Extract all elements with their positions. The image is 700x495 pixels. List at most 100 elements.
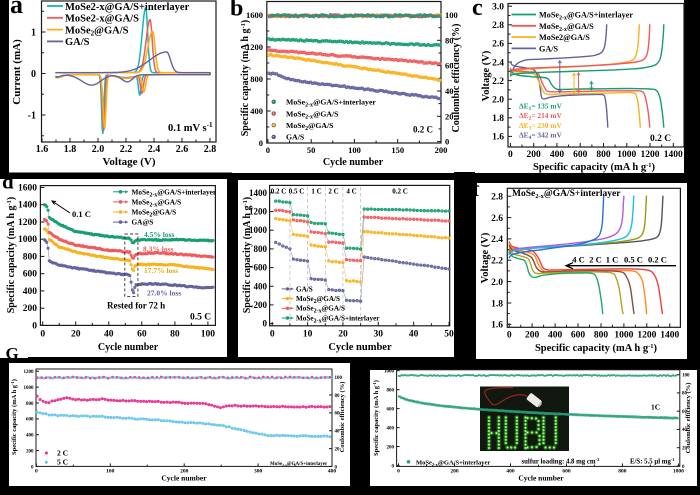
svg-text:400: 400	[506, 469, 515, 475]
svg-text:100: 100	[348, 145, 361, 155]
svg-text:400: 400	[26, 434, 34, 439]
svg-text:600: 600	[254, 263, 268, 273]
svg-text:100: 100	[335, 376, 343, 381]
svg-text:Rested for 72 h: Rested for 72 h	[107, 301, 165, 311]
svg-text:200: 200	[435, 145, 448, 155]
svg-text:Specific capacity (mA h g-1): Specific capacity (mA h g-1)	[372, 380, 380, 456]
svg-text:0: 0	[445, 137, 449, 147]
svg-text:40: 40	[682, 428, 688, 433]
svg-text:MoSe2-x@GA/S+interlayer: MoSe2-x@GA/S+interlayer	[416, 460, 490, 468]
svg-text:1400: 1400	[249, 188, 268, 198]
svg-text:50: 50	[444, 330, 454, 340]
svg-text:MoSe2-x@GA/S: MoSe2-x@GA/S	[132, 198, 182, 209]
svg-text:Specific capacity (mA h g-1): Specific capacity (mA h g-1)	[242, 197, 253, 314]
svg-text:0.1 C: 0.1 C	[72, 209, 91, 219]
svg-text:200: 200	[26, 449, 34, 454]
svg-text:Voltage (V): Voltage (V)	[481, 50, 492, 101]
svg-text:sulfur loading: 4.8 mg cm-2: sulfur loading: 4.8 mg cm-2	[522, 457, 601, 466]
svg-text:0: 0	[31, 69, 36, 80]
svg-text:Specific capacity (mA h g-1): Specific capacity (mA h g-1)	[6, 197, 17, 314]
svg-text:Specific capacity (mA h g-1): Specific capacity (mA h g-1)	[10, 379, 18, 455]
svg-text:Voltage (V): Voltage (V)	[480, 232, 491, 283]
svg-text:600: 600	[387, 407, 395, 412]
svg-text:0: 0	[335, 465, 338, 470]
svg-text:20: 20	[445, 111, 454, 121]
svg-text:4.5% loss: 4.5% loss	[144, 230, 175, 239]
svg-text:1.8: 1.8	[64, 144, 77, 155]
svg-text:80: 80	[170, 330, 180, 340]
svg-text:17.7% loss: 17.7% loss	[144, 266, 178, 275]
svg-text:200: 200	[527, 150, 542, 160]
svg-text:1400: 1400	[660, 331, 679, 341]
svg-text:MoSe2-x@GA/S+interlayer: MoSe2-x@GA/S+interlayer	[270, 462, 328, 467]
svg-text:1400: 1400	[18, 201, 37, 211]
svg-text:Coulombic efficiency (%): Coulombic efficiency (%)	[451, 24, 462, 133]
svg-text:800: 800	[594, 331, 609, 341]
svg-text:2.4: 2.4	[492, 58, 504, 68]
svg-text:1400: 1400	[664, 150, 683, 160]
svg-text:1C: 1C	[651, 403, 660, 412]
svg-text:0: 0	[259, 138, 263, 148]
svg-text:40: 40	[104, 330, 114, 340]
svg-text:Voltage (V): Voltage (V)	[102, 156, 155, 168]
svg-text:600: 600	[26, 418, 34, 423]
svg-text:b: b	[230, 0, 243, 22]
svg-text:Specific capacity (mA h g-1): Specific capacity (mA h g-1)	[533, 162, 656, 173]
svg-text:GA@S: GA@S	[132, 218, 154, 227]
svg-text:Specific capacity (mA h g-1): Specific capacity (mA h g-1)	[535, 343, 658, 354]
svg-text:MoSe2@GA/S: MoSe2@GA/S	[539, 33, 590, 42]
svg-text:1.8: 1.8	[492, 114, 504, 124]
svg-text:200: 200	[180, 469, 189, 475]
svg-text:100: 100	[201, 330, 216, 340]
svg-text:ΔE3= 230 mV: ΔE3= 230 mV	[519, 121, 562, 131]
svg-text:0: 0	[397, 469, 400, 475]
svg-text:MoSe2@GA/S: MoSe2@GA/S	[286, 121, 334, 132]
svg-text:2.8: 2.8	[204, 144, 217, 155]
svg-text:MoSe2-x@GA/S+interlayer: MoSe2-x@GA/S+interlayer	[132, 187, 217, 198]
svg-text:0.5 C: 0.5 C	[190, 313, 211, 323]
svg-text:E/S: 5.5 μl mg-1: E/S: 5.5 μl mg-1	[630, 457, 675, 466]
svg-text:0: 0	[266, 145, 270, 155]
svg-text:0.1 mV s-1: 0.1 mV s-1	[168, 121, 213, 134]
svg-text:80: 80	[335, 394, 341, 399]
svg-text:10: 10	[303, 330, 313, 340]
svg-text:Cycle number: Cycle number	[98, 342, 159, 353]
svg-text:1200: 1200	[249, 207, 268, 217]
svg-text:0.2 C: 0.2 C	[392, 188, 408, 196]
svg-text:20: 20	[71, 330, 81, 340]
svg-text:600: 600	[573, 150, 588, 160]
svg-text:20: 20	[335, 447, 341, 452]
svg-text:Specific capacity (mA h g-1): Specific capacity (mA h g-1)	[240, 20, 251, 137]
svg-text:4 C: 4 C	[346, 188, 356, 196]
svg-text:1.8: 1.8	[491, 299, 503, 309]
svg-text:0: 0	[507, 331, 512, 341]
svg-text:0: 0	[40, 330, 45, 340]
svg-text:GA/S: GA/S	[539, 44, 559, 53]
svg-text:150: 150	[391, 145, 404, 155]
svg-text:60: 60	[137, 330, 147, 340]
svg-text:0.2 C: 0.2 C	[413, 125, 433, 135]
svg-text:800: 800	[23, 252, 38, 262]
svg-text:20: 20	[338, 330, 348, 340]
svg-text:ΔE1= 135 mV: ΔE1= 135 mV	[519, 102, 562, 113]
svg-text:MoSe2-x@GA/S+interlayer: MoSe2-x@GA/S+interlayer	[65, 2, 190, 13]
svg-text:ΔE4= 342 mV: ΔE4= 342 mV	[519, 131, 562, 142]
svg-text:2.8: 2.8	[492, 21, 504, 31]
svg-text:30: 30	[374, 330, 384, 340]
svg-text:Cycle number: Cycle number	[518, 474, 564, 483]
svg-text:800: 800	[618, 469, 627, 475]
svg-text:MoSe2-x@GA/S+interlayer: MoSe2-x@GA/S+interlayer	[539, 11, 633, 22]
svg-text:1200: 1200	[246, 42, 263, 52]
svg-text:400: 400	[328, 469, 337, 475]
svg-text:2.0: 2.0	[492, 96, 504, 106]
svg-text:300: 300	[254, 469, 263, 475]
svg-text:4 C: 4 C	[572, 254, 585, 264]
svg-text:GA/S: GA/S	[286, 133, 304, 142]
svg-text:600: 600	[562, 469, 571, 475]
svg-text:800: 800	[26, 402, 34, 407]
svg-text:50: 50	[307, 145, 316, 155]
svg-text:MoSe2-x@GA/S: MoSe2-x@GA/S	[286, 109, 339, 120]
svg-text:0.5 C: 0.5 C	[289, 188, 305, 196]
svg-text:0: 0	[682, 465, 685, 470]
svg-text:Coulombic efficiency (%): Coulombic efficiency (%)	[685, 383, 692, 454]
